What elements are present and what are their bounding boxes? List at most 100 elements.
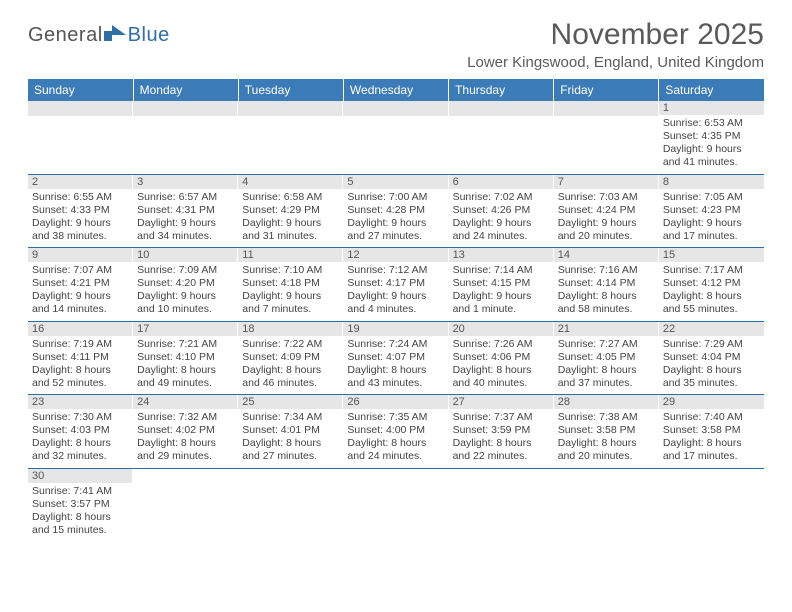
sunrise-line: Sunrise: 7:29 AM (663, 338, 760, 351)
daylight-line: Daylight: 8 hours (242, 364, 339, 377)
daylight-line: and 20 minutes. (558, 230, 655, 243)
calendar-day-cell: 2Sunrise: 6:55 AMSunset: 4:33 PMDaylight… (28, 174, 133, 248)
daylight-line: and 35 minutes. (663, 377, 760, 390)
day-number-bar (343, 101, 448, 116)
day-number-bar (554, 101, 659, 116)
calendar-day-cell (238, 101, 343, 174)
sunrise-line: Sunrise: 7:41 AM (32, 485, 129, 498)
page-root: GeneralBlue November 2025 Lower Kingswoo… (0, 0, 792, 541)
calendar-day-cell (449, 101, 554, 174)
calendar-day-cell: 19Sunrise: 7:24 AMSunset: 4:07 PMDayligh… (343, 321, 448, 395)
daylight-line: Daylight: 9 hours (137, 290, 234, 303)
sunrise-line: Sunrise: 7:02 AM (453, 191, 550, 204)
sunrise-line: Sunrise: 7:12 AM (347, 264, 444, 277)
sunset-line: Sunset: 4:15 PM (453, 277, 550, 290)
sunset-line: Sunset: 4:00 PM (347, 424, 444, 437)
day-content: Sunrise: 7:21 AMSunset: 4:10 PMDaylight:… (133, 336, 238, 395)
calendar-day-cell (133, 101, 238, 174)
daylight-line: Daylight: 9 hours (453, 290, 550, 303)
day-number-bar: 1 (659, 101, 764, 115)
sunrise-line: Sunrise: 7:00 AM (347, 191, 444, 204)
calendar-day-cell: 16Sunrise: 7:19 AMSunset: 4:11 PMDayligh… (28, 321, 133, 395)
sunset-line: Sunset: 4:28 PM (347, 204, 444, 217)
sunset-line: Sunset: 3:59 PM (453, 424, 550, 437)
sunset-line: Sunset: 4:31 PM (137, 204, 234, 217)
daylight-line: and 27 minutes. (347, 230, 444, 243)
daylight-line: Daylight: 8 hours (137, 437, 234, 450)
sunrise-line: Sunrise: 7:34 AM (242, 411, 339, 424)
daylight-line: Daylight: 9 hours (137, 217, 234, 230)
calendar-day-cell: 4Sunrise: 6:58 AMSunset: 4:29 PMDaylight… (238, 174, 343, 248)
calendar-day-cell: 9Sunrise: 7:07 AMSunset: 4:21 PMDaylight… (28, 248, 133, 322)
calendar-header-row: SundayMondayTuesdayWednesdayThursdayFrid… (28, 79, 764, 101)
daylight-line: Daylight: 8 hours (347, 437, 444, 450)
weekday-header: Friday (554, 79, 659, 101)
day-number-bar: 24 (133, 395, 238, 409)
daylight-line: and 49 minutes. (137, 377, 234, 390)
logo-word-2: Blue (128, 24, 170, 46)
calendar-day-cell (554, 101, 659, 174)
daylight-line: and 24 minutes. (347, 450, 444, 463)
sunset-line: Sunset: 4:06 PM (453, 351, 550, 364)
sunset-line: Sunset: 3:57 PM (32, 498, 129, 511)
sunrise-line: Sunrise: 7:09 AM (137, 264, 234, 277)
sunset-line: Sunset: 3:58 PM (558, 424, 655, 437)
sunrise-line: Sunrise: 7:26 AM (453, 338, 550, 351)
sunrise-line: Sunrise: 7:40 AM (663, 411, 760, 424)
day-content: Sunrise: 7:00 AMSunset: 4:28 PMDaylight:… (343, 189, 448, 248)
daylight-line: Daylight: 8 hours (558, 290, 655, 303)
calendar-day-cell (449, 468, 554, 541)
day-number-bar: 9 (28, 248, 133, 262)
weekday-header: Tuesday (238, 79, 343, 101)
day-number-bar: 27 (449, 395, 554, 409)
daylight-line: and 17 minutes. (663, 450, 760, 463)
month-title: November 2025 (467, 18, 764, 52)
sunrise-line: Sunrise: 7:19 AM (32, 338, 129, 351)
day-content: Sunrise: 7:22 AMSunset: 4:09 PMDaylight:… (238, 336, 343, 395)
daylight-line: and 4 minutes. (347, 303, 444, 316)
sunrise-line: Sunrise: 6:53 AM (663, 117, 760, 130)
sunset-line: Sunset: 4:17 PM (347, 277, 444, 290)
day-content: Sunrise: 7:03 AMSunset: 4:24 PMDaylight:… (554, 189, 659, 248)
daylight-line: Daylight: 8 hours (453, 364, 550, 377)
calendar-week-row: 1Sunrise: 6:53 AMSunset: 4:35 PMDaylight… (28, 101, 764, 174)
daylight-line: and 37 minutes. (558, 377, 655, 390)
sunset-line: Sunset: 4:33 PM (32, 204, 129, 217)
calendar-day-cell (133, 468, 238, 541)
sunset-line: Sunset: 4:29 PM (242, 204, 339, 217)
day-content: Sunrise: 6:55 AMSunset: 4:33 PMDaylight:… (28, 189, 133, 248)
calendar-day-cell: 7Sunrise: 7:03 AMSunset: 4:24 PMDaylight… (554, 174, 659, 248)
day-number-bar: 22 (659, 322, 764, 336)
sunset-line: Sunset: 4:21 PM (32, 277, 129, 290)
day-number-bar: 20 (449, 322, 554, 336)
calendar-day-cell (554, 468, 659, 541)
day-content: Sunrise: 7:07 AMSunset: 4:21 PMDaylight:… (28, 262, 133, 321)
daylight-line: Daylight: 8 hours (32, 511, 129, 524)
day-number-bar: 2 (28, 175, 133, 189)
day-content: Sunrise: 7:10 AMSunset: 4:18 PMDaylight:… (238, 262, 343, 321)
calendar-day-cell: 5Sunrise: 7:00 AMSunset: 4:28 PMDaylight… (343, 174, 448, 248)
calendar-day-cell: 15Sunrise: 7:17 AMSunset: 4:12 PMDayligh… (659, 248, 764, 322)
sunrise-line: Sunrise: 7:38 AM (558, 411, 655, 424)
day-content: Sunrise: 7:16 AMSunset: 4:14 PMDaylight:… (554, 262, 659, 321)
sunset-line: Sunset: 4:02 PM (137, 424, 234, 437)
day-content: Sunrise: 7:24 AMSunset: 4:07 PMDaylight:… (343, 336, 448, 395)
daylight-line: and 10 minutes. (137, 303, 234, 316)
calendar-day-cell: 30Sunrise: 7:41 AMSunset: 3:57 PMDayligh… (28, 468, 133, 541)
calendar-day-cell (343, 468, 448, 541)
daylight-line: and 58 minutes. (558, 303, 655, 316)
sunset-line: Sunset: 4:03 PM (32, 424, 129, 437)
day-content: Sunrise: 7:19 AMSunset: 4:11 PMDaylight:… (28, 336, 133, 395)
daylight-line: and 20 minutes. (558, 450, 655, 463)
sunset-line: Sunset: 4:23 PM (663, 204, 760, 217)
sunset-line: Sunset: 4:26 PM (453, 204, 550, 217)
sunset-line: Sunset: 3:58 PM (663, 424, 760, 437)
daylight-line: and 34 minutes. (137, 230, 234, 243)
day-content: Sunrise: 7:35 AMSunset: 4:00 PMDaylight:… (343, 409, 448, 468)
location-subtitle: Lower Kingswood, England, United Kingdom (467, 54, 764, 71)
weekday-header: Saturday (659, 79, 764, 101)
daylight-line: Daylight: 8 hours (32, 437, 129, 450)
sunset-line: Sunset: 4:14 PM (558, 277, 655, 290)
daylight-line: Daylight: 8 hours (32, 364, 129, 377)
daylight-line: Daylight: 8 hours (663, 437, 760, 450)
